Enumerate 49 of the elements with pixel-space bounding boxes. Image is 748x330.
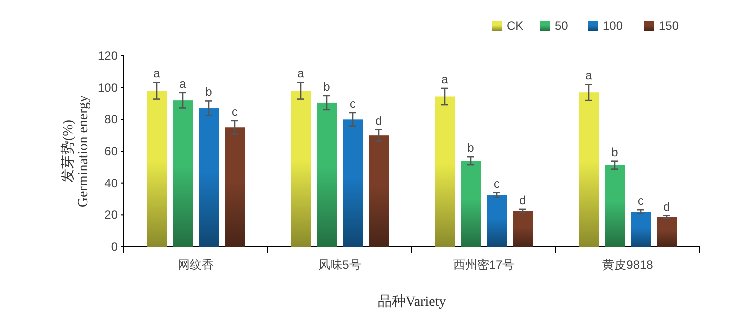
bar	[605, 165, 625, 247]
y-tick-label: 20	[104, 208, 118, 222]
y-tick-label: 100	[98, 80, 118, 95]
bar	[487, 195, 507, 247]
y-tick-label: 60	[104, 144, 118, 158]
data-label: b	[612, 145, 619, 160]
data-label: b	[468, 141, 475, 156]
data-label: a	[180, 76, 187, 91]
legend-label: 150	[659, 19, 680, 33]
bar	[317, 102, 337, 247]
bar	[369, 136, 389, 247]
data-label: d	[520, 193, 526, 208]
y-tick-label: 40	[104, 176, 118, 190]
data-label: b	[324, 80, 331, 94]
y-axis-title: 发芽势(%) Germination energy	[60, 95, 92, 208]
x-tick-label: 西州密17号	[453, 258, 515, 272]
bar	[291, 91, 311, 247]
data-label: c	[350, 96, 356, 111]
x-tick-label: 网纹香	[178, 258, 214, 272]
y-tick-label: 120	[98, 49, 118, 63]
x-tick-label: 黄皮9818	[602, 258, 654, 272]
data-label: d	[376, 114, 382, 128]
data-label: a	[154, 66, 161, 81]
x-tick-label: 风味5号	[318, 258, 362, 272]
data-label: c	[232, 104, 238, 119]
data-label: d	[664, 200, 670, 214]
y-tick-label: 80	[104, 112, 118, 127]
bar	[343, 120, 363, 247]
bar	[435, 96, 455, 247]
x-axis-title: 品种Variety	[378, 294, 446, 310]
data-label: c	[638, 194, 644, 208]
bar	[147, 91, 167, 247]
bar	[513, 211, 533, 247]
data-label: c	[494, 176, 500, 191]
data-label: a	[298, 66, 305, 81]
y-tick-label: 0	[111, 240, 118, 254]
legend-label: 100	[603, 19, 624, 33]
data-label: b	[206, 85, 213, 100]
legend-label: CK	[507, 19, 524, 33]
bar	[579, 92, 599, 247]
bar	[199, 108, 219, 247]
legend-label: 50	[555, 19, 569, 33]
bar	[461, 161, 481, 247]
bar	[657, 217, 677, 247]
bar	[173, 100, 193, 247]
bar	[225, 128, 245, 247]
bar	[631, 212, 651, 247]
data-label: a	[442, 72, 449, 86]
data-label: a	[586, 68, 593, 83]
